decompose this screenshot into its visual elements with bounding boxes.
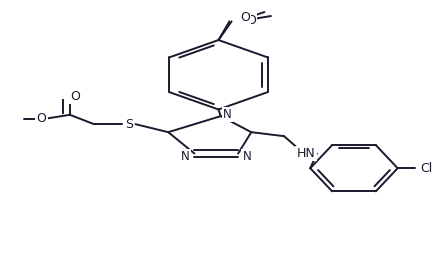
Text: N: N — [243, 150, 251, 163]
Text: O: O — [240, 11, 250, 24]
Text: N: N — [223, 108, 232, 121]
Text: HN: HN — [297, 147, 315, 160]
Text: O: O — [71, 90, 80, 103]
Text: O: O — [37, 112, 46, 125]
Text: S: S — [125, 118, 133, 131]
Text: Cl: Cl — [420, 162, 432, 175]
Text: N: N — [181, 150, 190, 163]
Text: O: O — [246, 14, 256, 26]
